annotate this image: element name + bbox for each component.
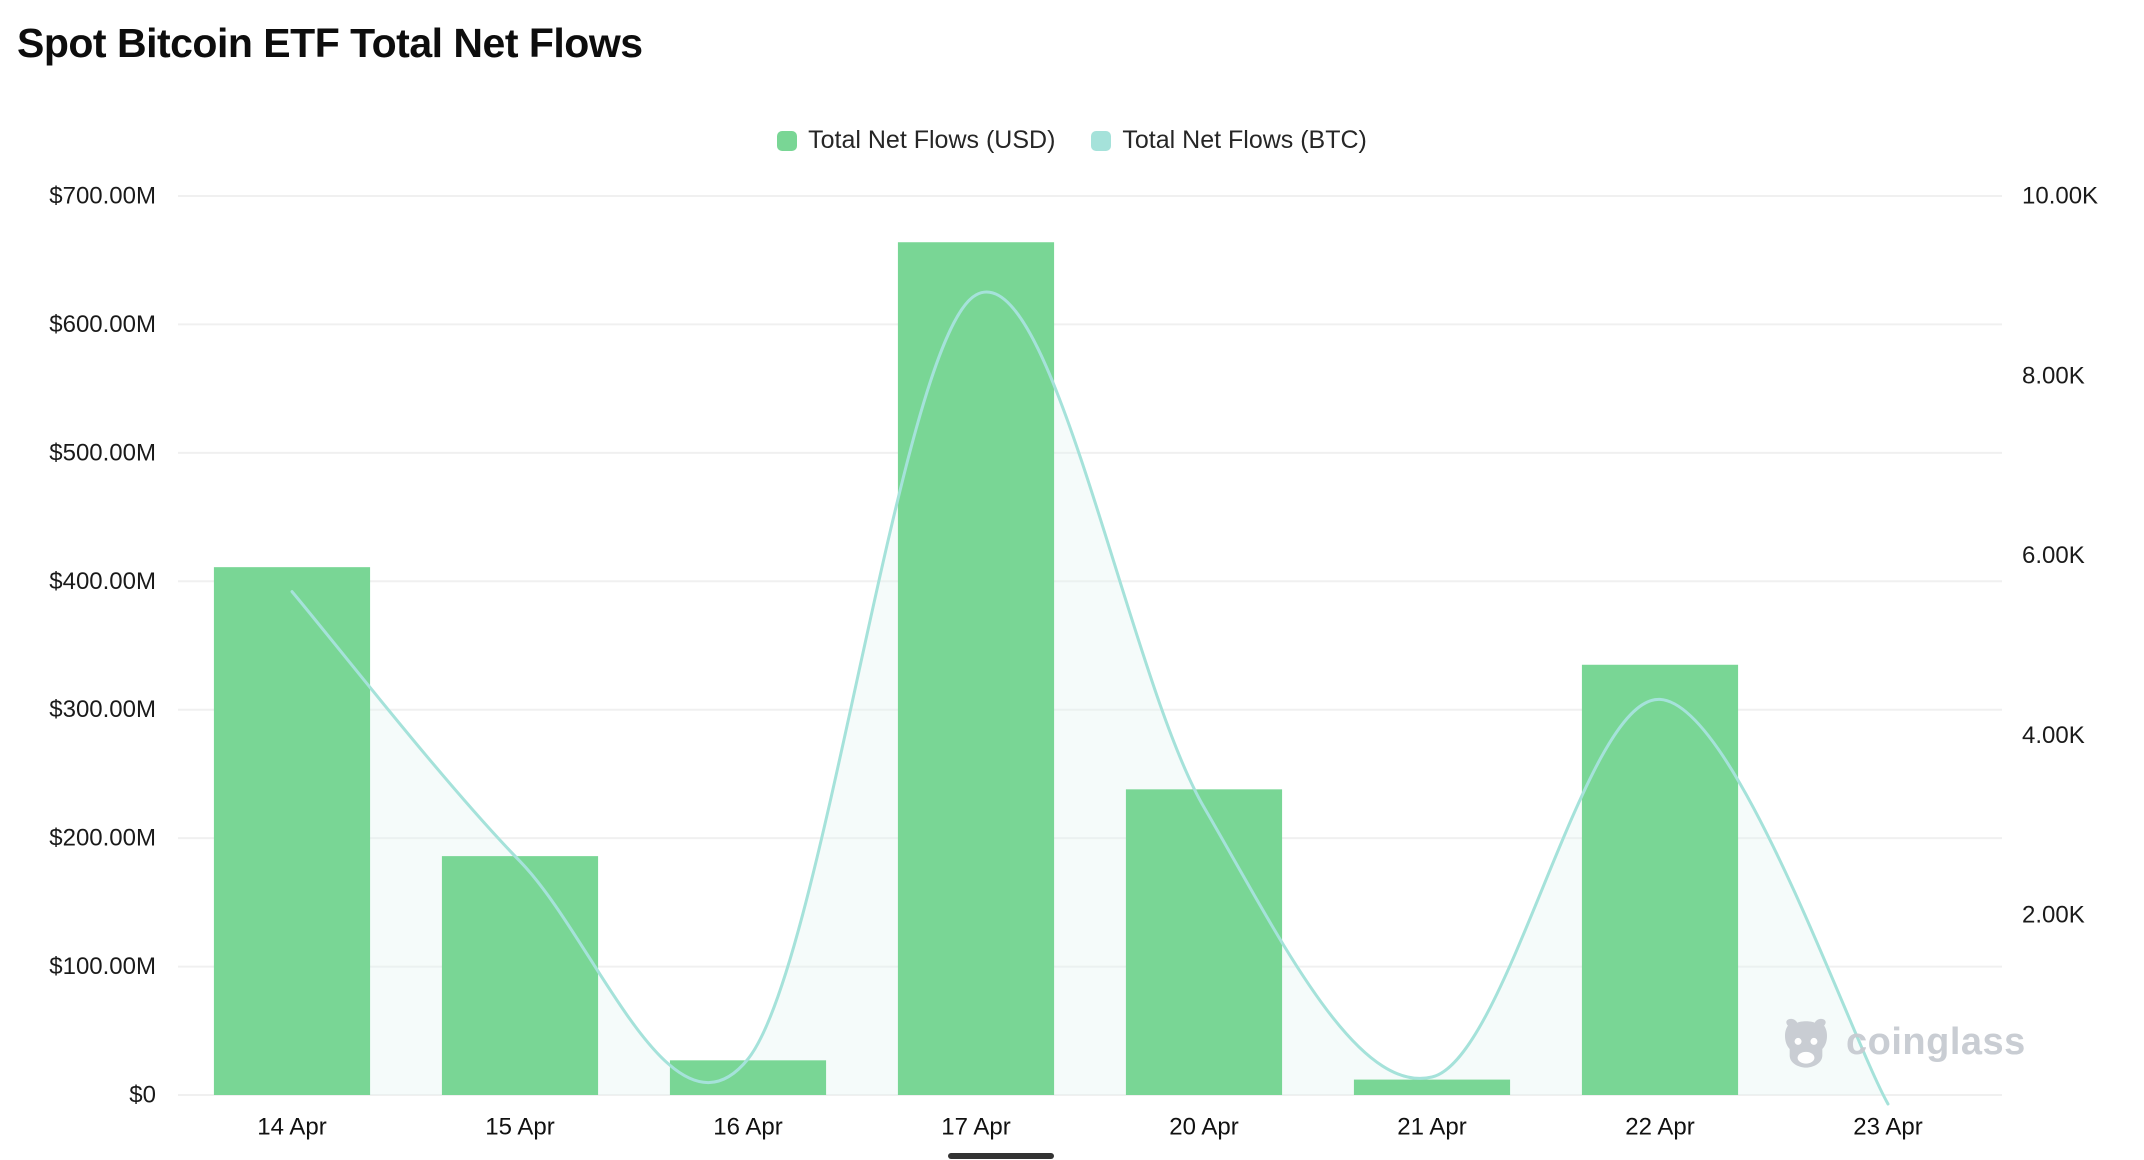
right-axis-tick-label: 6.00K xyxy=(2022,542,2085,569)
usd-flow-bar-14-apr xyxy=(213,567,371,1095)
legend: Total Net Flows (USD) Total Net Flows (BT… xyxy=(0,126,2144,155)
legend-swatch-icon xyxy=(777,130,798,151)
usd-flow-bar-16-apr xyxy=(669,1060,827,1095)
usd-flow-bar-22-apr xyxy=(1581,664,1739,1095)
x-axis-label-17-apr: 17 Apr xyxy=(941,1114,1010,1141)
usd-flow-bar-17-apr xyxy=(897,242,1055,1096)
right-axis-tick-label: 8.00K xyxy=(2022,362,2085,389)
right-axis-tick-label: 10.00K xyxy=(2022,183,2098,210)
usd-flow-bar-15-apr xyxy=(441,856,599,1095)
watermark: coinglass xyxy=(1778,1014,2026,1070)
btc-flow-area xyxy=(292,292,1888,1095)
legend-label: Total Net Flows (BTC) xyxy=(1122,126,1367,154)
right-axis-tick-label: 4.00K xyxy=(2022,722,2085,749)
left-axis-tick-label: $200.00M xyxy=(49,825,156,852)
x-axis-label-16-apr: 16 Apr xyxy=(713,1114,782,1141)
usd-flow-bar-21-apr xyxy=(1353,1079,1511,1095)
btc-flow-line xyxy=(290,290,1890,1106)
x-axis-label-23-apr: 23 Apr xyxy=(1853,1114,1922,1141)
left-axis-tick-label: $600.00M xyxy=(49,311,156,338)
left-axis-tick-label: $400.00M xyxy=(49,568,156,595)
right-axis-tick-label: 2.00K xyxy=(2022,902,2085,929)
x-axis-label-20-apr: 20 Apr xyxy=(1169,1114,1238,1141)
datazoom-scrollbar-handle[interactable] xyxy=(948,1153,1054,1159)
left-axis-tick-label: $700.00M xyxy=(49,183,156,210)
legend-item-usd[interactable]: Total Net Flows (USD) xyxy=(777,126,1055,155)
left-axis-tick-label: $300.00M xyxy=(49,696,156,723)
legend-item-btc[interactable]: Total Net Flows (BTC) xyxy=(1091,126,1367,155)
usd-flow-bar-20-apr xyxy=(1125,789,1283,1095)
watermark-label: coinglass xyxy=(1846,1020,2026,1063)
x-axis-label-21-apr: 21 Apr xyxy=(1397,1114,1466,1141)
x-axis-label-14-apr: 14 Apr xyxy=(257,1114,326,1141)
left-axis-tick-label: $0 xyxy=(129,1082,156,1109)
x-axis-label-15-apr: 15 Apr xyxy=(485,1114,554,1141)
legend-label: Total Net Flows (USD) xyxy=(808,126,1056,154)
legend-swatch-icon xyxy=(1091,130,1112,151)
coinglass-bull-logo-icon xyxy=(1778,1014,1834,1070)
x-axis-label-22-apr: 22 Apr xyxy=(1625,1114,1694,1141)
chart-title: Spot Bitcoin ETF Total Net Flows xyxy=(17,20,643,66)
left-axis-tick-label: $500.00M xyxy=(49,439,156,466)
left-axis-tick-label: $100.00M xyxy=(49,953,156,980)
